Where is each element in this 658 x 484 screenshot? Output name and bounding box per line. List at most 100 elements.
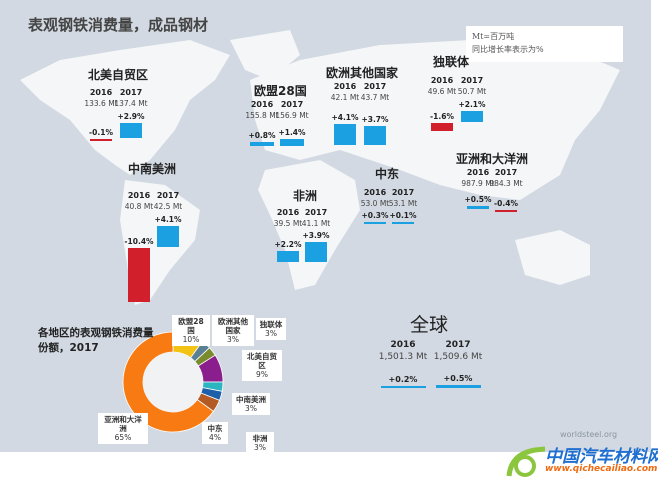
year-label: 2016 (127, 191, 151, 200)
donut-label-value: 3% (265, 329, 277, 338)
growth-bar-2017 (435, 385, 481, 388)
growth-bar-2017 (364, 125, 386, 145)
donut-label-name: 欧洲其他国家 (218, 317, 248, 335)
growth-label-2017: +0.1% (389, 211, 417, 220)
growth-bar-2016 (250, 141, 274, 146)
donut-label-value: 3% (245, 404, 257, 413)
growth-label-2016: -10.4% (124, 237, 154, 246)
volume-value: 155.8 Mt (245, 111, 279, 120)
growth-bar-2016 (431, 123, 453, 132)
growth-label-2016: +0.5% (464, 195, 492, 205)
growth-bar-2017 (495, 210, 517, 213)
north-america-shape (20, 40, 230, 175)
growth-bar-2017 (305, 241, 327, 262)
growth-bar-2016 (90, 139, 112, 141)
donut-label-value: 3% (227, 335, 239, 344)
year-label: 2016 (276, 208, 300, 217)
growth-bar-2016 (380, 386, 426, 388)
growth-label-2016: +0.2% (388, 375, 418, 384)
region-title: 北美自贸区 (88, 68, 149, 82)
growth-label-2016: +4.1% (331, 112, 359, 122)
growth-bar-2016 (467, 206, 489, 209)
growth-label-2017: +3.9% (302, 230, 330, 240)
legend-unit: Mt=百万吨 (472, 32, 515, 41)
volume-value: 43.7 Mt (360, 93, 390, 102)
donut-label: 欧盟28国 10% (172, 315, 210, 346)
watermark-url: www.qichecailiao.com (545, 464, 658, 474)
year-label: 2016 (89, 88, 113, 97)
donut-label-name: 北美自贸区 (247, 352, 277, 370)
volume-value: 50.7 Mt (457, 87, 487, 96)
volume-value: 133.6 Mt (84, 99, 118, 108)
donut-label-name: 亚洲和大洋洲 (104, 415, 142, 433)
volume-value: 42.1 Mt (330, 93, 360, 102)
africa-shape (258, 160, 360, 290)
donut-label-name: 独联体 (259, 320, 283, 329)
volume-value: 39.5 Mt (273, 219, 303, 228)
growth-bar-2016 (334, 123, 356, 145)
growth-bar-2017 (157, 225, 179, 247)
growth-label-2017: +2.1% (458, 100, 486, 110)
donut-label: 中南美洲 3% (232, 393, 270, 415)
year-label: 2017 (460, 76, 484, 85)
growth-bar-2016 (277, 250, 299, 262)
growth-label-2017: -0.4% (494, 199, 518, 208)
legend-box: Mt=百万吨 同比增长率表示为% (466, 26, 623, 62)
donut-label-value: 3% (254, 443, 266, 452)
growth-label-2017: +2.9% (117, 111, 145, 121)
region-title: 全球 (410, 314, 449, 336)
year-label: 2017 (119, 88, 143, 97)
volume-value: 1,501.3 Mt (378, 352, 428, 362)
source-text: worldsteel.org (560, 430, 618, 439)
eurasia-shape (250, 40, 620, 200)
donut-hole (143, 352, 203, 412)
volume-value: 42.5 Mt (153, 202, 183, 211)
donut-title: 各地区的表观钢铁消费量份额，2017 (38, 327, 154, 354)
volume-value: 137.4 Mt (114, 99, 148, 108)
donut-label-name: 中南美洲 (236, 395, 266, 404)
donut-label: 亚洲和大洋洲 65% (98, 413, 148, 444)
region-title: 非洲 (293, 189, 318, 203)
growth-label-2016: +0.3% (361, 211, 389, 220)
donut-label-name: 非洲 (252, 434, 268, 443)
year-label: 2016 (390, 340, 416, 350)
donut-label: 非洲 3% (246, 432, 274, 454)
growth-label-2016: -1.6% (430, 112, 454, 121)
growth-bar-2017 (120, 122, 142, 138)
donut-label-name: 欧盟28国 (178, 317, 204, 335)
donut-label-value: 9% (256, 370, 268, 379)
volume-value: 53.0 Mt (360, 199, 390, 208)
year-label: 2017 (445, 340, 471, 350)
australia-shape (515, 230, 590, 285)
region-title: 独联体 (433, 55, 470, 69)
year-label: 2017 (156, 191, 180, 200)
year-label: 2017 (391, 188, 415, 197)
year-label: 2016 (430, 76, 454, 85)
year-label: 2016 (466, 168, 490, 177)
growth-label-2016: -0.1% (89, 128, 113, 137)
donut-label-name: 中东 (207, 424, 223, 433)
donut-label: 北美自贸区 9% (242, 350, 282, 381)
volume-value: 1,509.6 Mt (433, 352, 483, 362)
growth-label-2017: +1.4% (278, 127, 306, 137)
region-title: 中东 (375, 167, 400, 181)
donut-label-value: 65% (114, 433, 132, 442)
logo-swoosh-icon (506, 444, 646, 477)
volume-value: 156.9 Mt (275, 111, 309, 120)
year-label: 2016 (250, 100, 274, 109)
region-title: 欧盟28国 (254, 84, 307, 98)
growth-bar-2017 (280, 138, 304, 146)
legend-growth: 同比增长率表示为% (472, 45, 544, 54)
year-label: 2017 (280, 100, 304, 109)
watermark-logo: 中国汽车材料网 www.qichecailiao.com (505, 440, 658, 480)
region-title: 亚洲和大洋洲 (456, 152, 529, 166)
watermark-name: 中国汽车材料网 (545, 447, 658, 467)
donut-label: 中东 4% (202, 422, 228, 444)
volume-value: 53.1 Mt (388, 199, 418, 208)
growth-bar-2016 (128, 248, 150, 303)
growth-label-2016: +2.2% (274, 239, 302, 249)
growth-label-2017: +4.1% (154, 214, 182, 224)
volume-value: 41.1 Mt (301, 219, 331, 228)
